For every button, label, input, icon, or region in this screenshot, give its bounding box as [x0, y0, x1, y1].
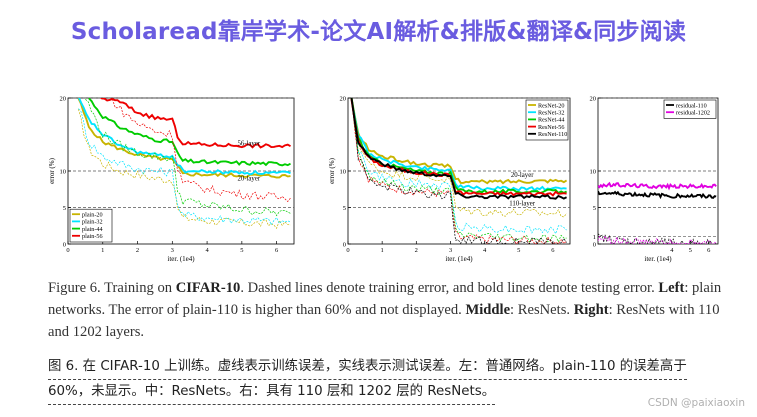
left-annotation: 20-layer — [237, 175, 260, 182]
middle-xtick-label: 6 — [551, 247, 555, 254]
left-test-line-plain-32 — [78, 98, 291, 176]
right-ytick-label: 20 — [590, 96, 597, 103]
left-train-line-plain-56 — [110, 98, 291, 203]
left-test-line-plain-20 — [77, 98, 291, 179]
left-train-line-plain-32 — [78, 108, 291, 226]
middle-legend-label: ResNet-110 — [538, 131, 567, 138]
figure-panel-middle: 0 5 10 20 0 1 2 3 4 5 6 iter. (1e4) error (%) 20-laye… — [328, 96, 571, 263]
caption-right-label: Right — [573, 302, 609, 318]
middle-test-line-ResNet-56 — [350, 98, 567, 197]
middle-ytick-label: 0 — [343, 242, 346, 249]
watermark: CSDN @paixiaoxin — [647, 397, 745, 409]
middle-legend-label: ResNet-20 — [538, 102, 564, 109]
middle-annotation: 110-layer — [509, 200, 536, 207]
middle-test-line-ResNet-110 — [350, 98, 567, 200]
middle-xtick-label: 5 — [517, 247, 520, 254]
left-test-line-plain-44 — [88, 98, 291, 167]
right-test-line-residual-110 — [598, 190, 717, 200]
figure-panel-left: 0 5 10 20 0 1 2 3 4 5 6 iter. (1e4) error (%) 56-laye… — [48, 96, 295, 263]
middle-train-line-ResNet-20 — [351, 98, 567, 218]
left-legend-label: plain-20 — [82, 212, 103, 219]
middle-xtick-label: 1 — [381, 247, 384, 254]
right-ytick-label: 5 — [593, 205, 596, 212]
caption-prefix: Figure 6. Training on — [48, 280, 176, 296]
translation-line-1: 图 6. 在 CIFAR-10 上训练。虚线表示训练误差，实线表示测试误差。左：… — [48, 355, 687, 380]
left-ylabel: error (%) — [48, 157, 56, 184]
figure-caption: Figure 6. Training on CIFAR-10. Dashed l… — [48, 277, 728, 343]
left-annotation: 56-layer — [237, 140, 260, 147]
caption-text-1: . Dashed lines denote training error, an… — [240, 280, 659, 296]
left-train-line-plain-44 — [85, 98, 291, 217]
caption-middle-label: Middle — [465, 302, 511, 318]
left-legend-label: plain-32 — [82, 219, 103, 226]
left-xtick-label: 3 — [171, 247, 174, 254]
middle-xlabel: iter. (1e4) — [445, 255, 473, 263]
middle-train-line-ResNet-110 — [351, 98, 567, 244]
caption-text-4: : ResNets with 110 and 1202 layers. — [48, 302, 720, 340]
left-ytick-label: 20 — [60, 96, 67, 103]
caption-text-2: : plain networks. The error of plain-110… — [48, 280, 722, 318]
middle-train-line-ResNet-32 — [351, 101, 567, 235]
left-ytick-label: 5 — [63, 205, 66, 212]
left-xlabel: iter. (1e4) — [167, 255, 195, 263]
right-legend-label: residual-1202 — [676, 110, 710, 117]
middle-xtick-label: 4 — [483, 247, 487, 254]
left-ytick-label: 0 — [63, 242, 66, 249]
left-xtick-label: 2 — [136, 247, 139, 254]
left-xtick-label: 4 — [205, 247, 209, 254]
right-train-line-residual-1202 — [598, 235, 717, 244]
left-xtick-label: 5 — [240, 247, 243, 254]
right-legend-box — [663, 99, 717, 119]
middle-xtick-label: 3 — [449, 247, 452, 254]
right-ytick-label: 0 — [593, 242, 596, 249]
right-xlabel: iter. (1e4) — [644, 255, 672, 263]
caption-translation: 图 6. 在 CIFAR-10 上训练。虚线表示训练误差，实线表示测试误差。左：… — [48, 355, 736, 405]
middle-xtick-label: 0 — [346, 247, 349, 254]
left-ytick-label: 10 — [60, 169, 67, 176]
left-test-line-plain-56 — [99, 98, 291, 149]
right-ytick-label: 1 — [593, 234, 596, 241]
app-banner-title: Scholaread靠岸学术-论文AI解析&排版&翻译&同步阅读 — [70, 19, 687, 45]
middle-test-line-ResNet-32 — [350, 98, 567, 192]
left-legend-label: plain-56 — [82, 233, 103, 240]
middle-annotation: 20-layer — [511, 172, 534, 179]
right-xtick-label: 5 — [689, 247, 692, 254]
middle-ytick-label: 10 — [340, 169, 347, 176]
left-xtick-label: 1 — [101, 247, 104, 254]
right-xtick-label: 6 — [707, 247, 711, 254]
right-ytick-label: 10 — [590, 169, 597, 176]
middle-legend-label: ResNet-44 — [538, 117, 564, 124]
middle-ytick-label: 20 — [340, 96, 347, 103]
left-xtick-label: 6 — [275, 247, 279, 254]
right-train-line-residual-110 — [598, 233, 717, 244]
translation-line-2: 60%，未显示。中：ResNets。右：具有 110 层和 1202 层的 Re… — [48, 380, 496, 405]
caption-text-3: : ResNets. — [510, 302, 574, 318]
caption-left-label: Left — [658, 280, 685, 296]
left-xtick-label: 0 — [66, 247, 69, 254]
middle-legend-label: ResNet-56 — [538, 124, 564, 131]
left-legend-label: plain-44 — [82, 226, 103, 233]
middle-test-line-ResNet-20 — [350, 98, 568, 185]
caption-dataset: CIFAR-10 — [175, 280, 241, 296]
right-test-line-residual-1202 — [598, 181, 717, 191]
figure-panel-right: 01 5 10 20 4 5 6 iter. (1e4) residual-110residua… — [590, 96, 719, 263]
middle-xtick-label: 2 — [415, 247, 418, 254]
middle-ytick-label: 5 — [343, 205, 346, 212]
right-legend-label: residual-110 — [676, 102, 707, 109]
right-xtick-label: 4 — [670, 247, 674, 254]
middle-train-line-ResNet-56 — [351, 98, 567, 244]
middle-ylabel: error (%) — [328, 157, 336, 184]
middle-train-line-ResNet-44 — [351, 98, 567, 243]
left-train-line-plain-20 — [78, 109, 291, 230]
middle-legend-label: ResNet-32 — [538, 110, 564, 117]
